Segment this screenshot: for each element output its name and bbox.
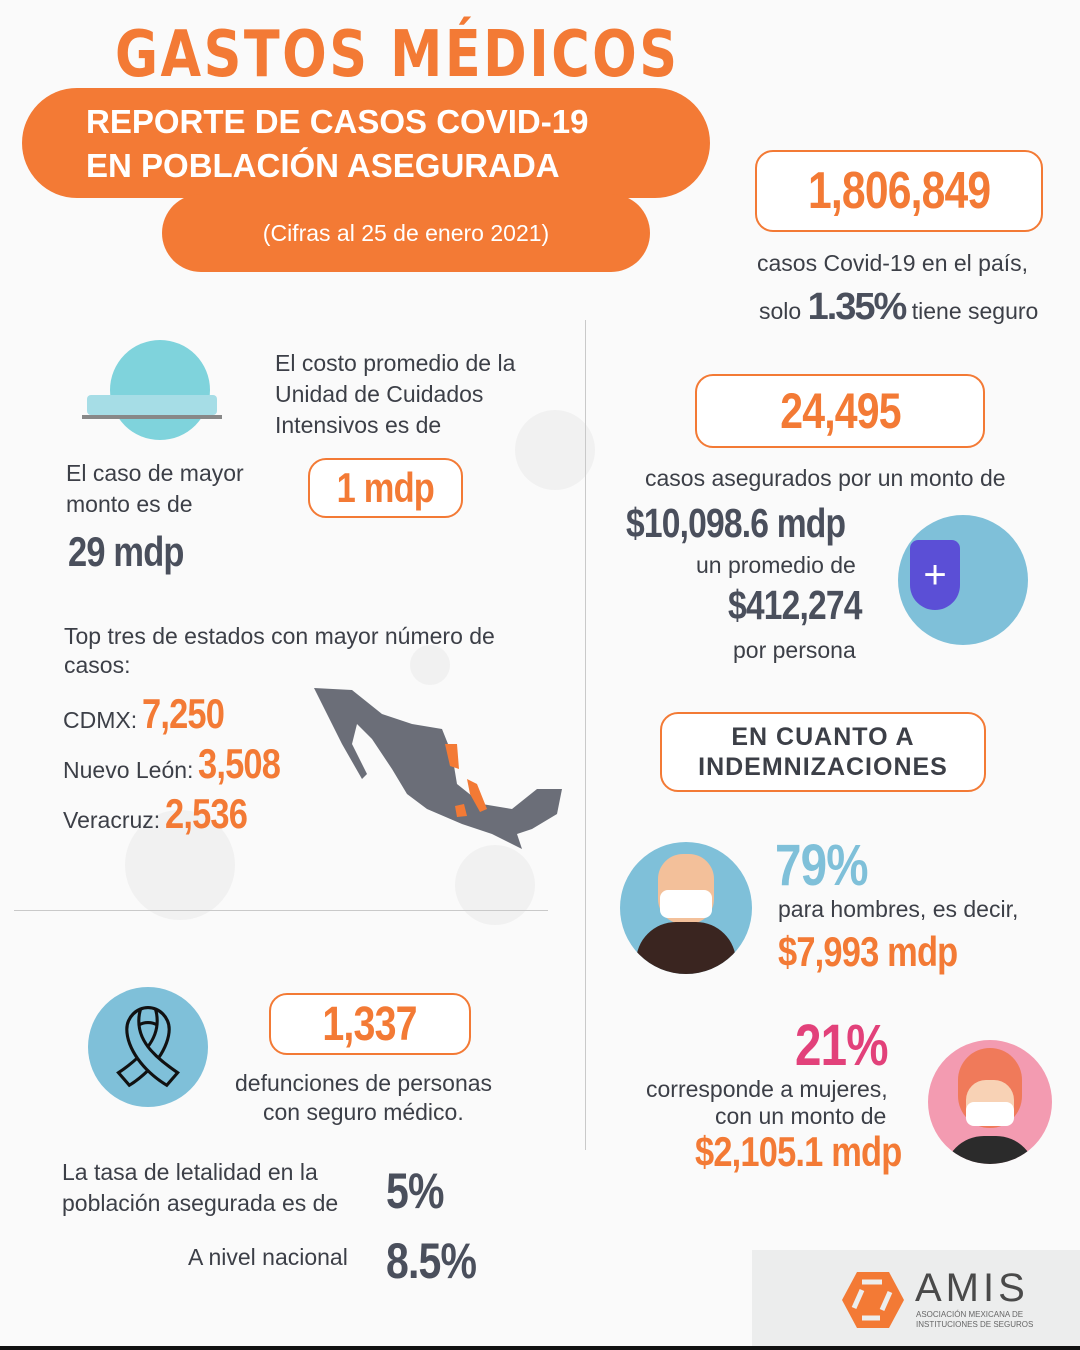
amis-org-name: ASOCIACIÓN MEXICANA DE INSTITUCIONES DE … [916,1310,1033,1330]
text: tiene seguro [911,298,1039,324]
text: INSTITUCIONES DE SEGUROS [916,1320,1034,1329]
subtitle: REPORTE DE CASOS COVID-19 EN POBLACIÓN A… [86,100,588,188]
state-value: 7,250 [141,690,225,737]
insured-pct: 1.35% [807,286,908,328]
divider [14,910,548,911]
men-pct: 79% [775,833,869,898]
insured-cases: 24,495 [779,383,901,439]
insured-text: casos asegurados por un monto de [645,465,1006,491]
date-note: (Cifras al 25 de enero 2021) [262,219,550,246]
map-nuevo-leon [445,744,459,769]
avg-value: $412,274 [728,582,862,628]
footer-logo-area: AMIS ASOCIACIÓN MEXICANA DE INSTITUCIONE… [752,1250,1080,1346]
subtitle-banner [22,88,710,198]
states-title: Top tres de estados con mayor número de … [64,623,495,678]
national-label: A nivel nacional [188,1244,348,1270]
text: ASOCIACIÓN MEXICANA DE [916,1310,1024,1319]
insured-amount: $10,098.6 mdp [626,500,846,546]
lethality-text: La tasa de letalidad en la población ase… [62,1157,338,1219]
state-row: CDMX: 7,250 [63,690,242,738]
max-case-value: 29 mdp [68,528,184,575]
bottom-border [0,1346,1080,1350]
max-case-text: El caso de mayor monto es de [66,460,244,517]
national-lethality: 8.5% [386,1233,477,1289]
icu-value: 1 mdp [336,464,435,511]
date-banner: (Cifras al 25 de enero 2021) [162,194,650,272]
icu-box: 1 mdp [308,458,463,518]
insured-cases-box: 24,495 [695,374,985,448]
per-person: por persona [733,637,856,663]
state-value: 3,508 [197,740,281,787]
text: población asegurada es de [62,1190,339,1216]
deaths-box: 1,337 [269,993,471,1055]
women-amount: $2,105.1 mdp [695,1128,902,1175]
state-name: Nuevo León: [63,757,194,783]
lethality-value: 5% [386,1163,444,1219]
text: La tasa de letalidad en la [62,1159,318,1185]
man-avatar-icon [620,842,752,974]
amis-logo-text: AMIS [915,1266,1029,1310]
text: solo [759,298,802,324]
state-name: Veracruz: [63,807,161,833]
subtitle-line: EN POBLACIÓN ASEGURADA [86,147,560,184]
map-veracruz [467,779,487,812]
mexico-map [314,688,562,849]
women-text: con un monto de [715,1103,887,1129]
subtitle-line: REPORTE DE CASOS COVID-19 [86,103,589,140]
hospital-bed-icon [82,340,222,440]
state-row: Veracruz: 2,536 [63,790,265,838]
virus-icon [410,645,450,685]
mourning-ribbon-icon: 🎗 [88,987,208,1107]
indemn-title: EN CUANTO A [731,723,915,751]
virus-icon [515,410,595,490]
state-name: CDMX: [63,707,138,733]
map-cdmx [455,804,467,817]
national-text: casos Covid-19 en el país, [757,250,1029,276]
national-cases-box: 1,806,849 [755,150,1043,232]
indemn-box: EN CUANTO A INDEMNIZACIONES [660,712,986,792]
doctor-shield-icon: + [898,515,1028,645]
deaths-text: con seguro médico. [263,1099,464,1125]
avg-label: un promedio de [696,552,856,578]
state-value: 2,536 [164,790,248,837]
national-insured-line: solo 1.35% tiene seguro [759,288,1039,327]
state-row: Nuevo León: 3,508 [63,740,298,788]
women-text: corresponde a mujeres, [646,1076,888,1102]
icu-text: El costo promedio de la Unidad de Cuidad… [275,350,516,438]
page-title: GASTOS MÉDICOS [115,18,680,92]
indemn-title: INDEMNIZACIONES [698,753,948,781]
amis-logo-icon [842,1272,904,1328]
national-cases: 1,806,849 [807,162,991,220]
virus-icon [125,810,235,920]
men-text: para hombres, es decir, [778,896,1019,922]
virus-icon [455,845,535,925]
divider [585,320,586,1150]
woman-avatar-icon [928,1040,1052,1164]
deaths-value: 1,337 [322,997,418,1051]
women-pct: 21% [795,1013,889,1078]
deaths-text: defunciones de personas [235,1070,493,1096]
men-amount: $7,993 mdp [778,928,958,975]
